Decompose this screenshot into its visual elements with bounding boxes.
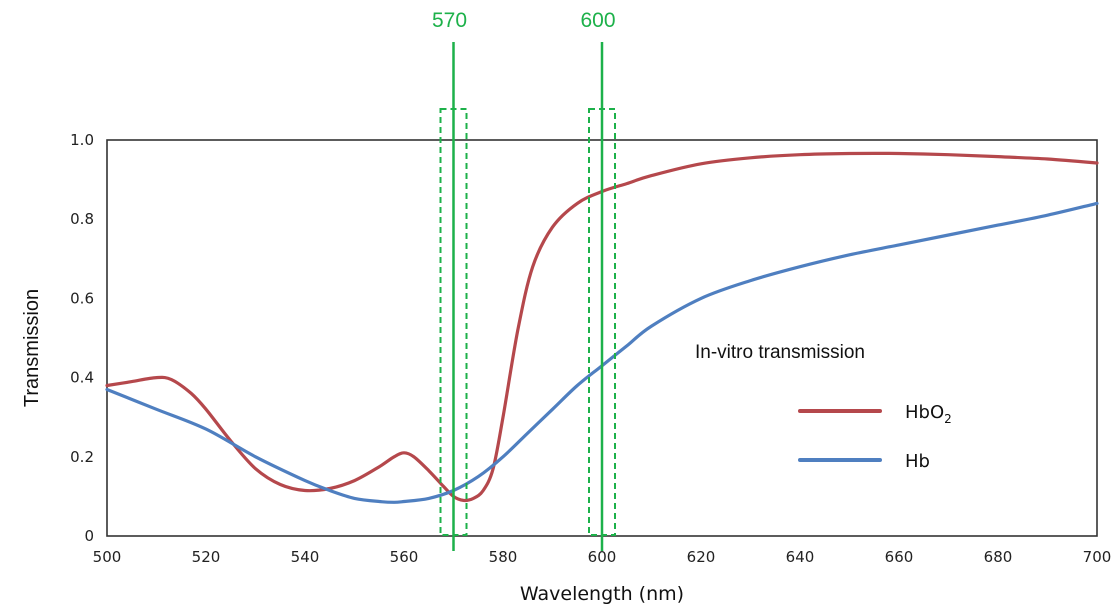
marker-layer: 570 600 (432, 9, 616, 551)
x-tick-labels: 500 520 540 560 580 600 620 640 660 680 700 (93, 548, 1112, 566)
x-tick-label: 620 (687, 548, 716, 566)
series-layer (105, 151, 1099, 504)
marker-box-570 (439, 108, 468, 536)
y-tick-label: 0 (84, 527, 94, 545)
x-tick-label: 640 (786, 548, 815, 566)
legend-label-hb: Hb (905, 451, 930, 472)
x-axis-title: Wavelength (nm) (520, 583, 684, 605)
marker-label-570: 570 (432, 9, 467, 32)
series-line-hbo2 (105, 151, 1099, 503)
x-tick-label: 540 (291, 548, 320, 566)
x-tick-label: 680 (984, 548, 1013, 566)
series-line-hb (105, 201, 1099, 504)
x-tick-label: 520 (192, 548, 221, 566)
x-tick-label: 500 (93, 548, 122, 566)
x-tick-label: 580 (489, 548, 518, 566)
y-tick-label: 1.0 (70, 131, 94, 149)
marker-box-600 (588, 108, 616, 536)
y-tick-labels: 0 0.2 0.4 0.6 0.8 1.0 (70, 131, 94, 545)
x-tick-label: 700 (1083, 548, 1112, 566)
legend-label-hbo2: HbO2 (905, 402, 952, 426)
y-tick-label: 0.4 (70, 369, 94, 387)
x-tick-label: 600 (588, 548, 617, 566)
y-tick-label: 0.8 (70, 210, 94, 228)
x-tick-label: 660 (885, 548, 914, 566)
x-tick-label: 560 (390, 548, 419, 566)
marker-label-600: 600 (580, 9, 615, 32)
legend: HbO2 Hb (798, 402, 952, 472)
y-tick-label: 0.6 (70, 289, 94, 307)
annotation-label: In-vitro transmission (695, 342, 865, 363)
y-axis-title: Transmission (21, 289, 43, 407)
y-tick-label: 0.2 (70, 448, 94, 466)
